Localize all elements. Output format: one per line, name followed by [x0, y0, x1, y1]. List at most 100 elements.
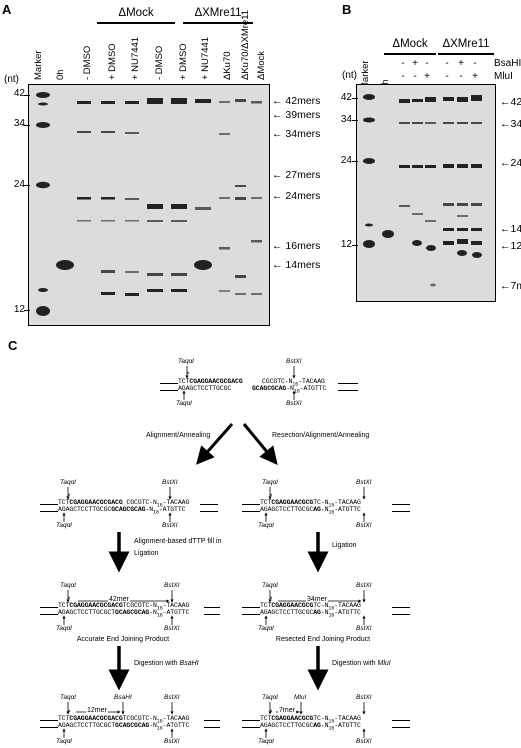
- panel-b-size-24: 24: [340, 155, 352, 166]
- panel-b-group-mock-line: [384, 53, 436, 55]
- dl-bst-bot: BstXI: [164, 738, 180, 745]
- panel-b-tick-12: [352, 245, 358, 246]
- pm-m6: +: [472, 71, 478, 82]
- panel-b-size-12: 12: [340, 239, 352, 250]
- dl-strand-tr: [204, 720, 220, 721]
- dr-strand-tr: [392, 720, 410, 721]
- dr-taq-top: Taqαl: [262, 694, 278, 701]
- pm-m1: -: [401, 71, 405, 82]
- panel-a-product-16: ← 16mers: [272, 240, 321, 252]
- panel-b-label: B: [342, 2, 352, 17]
- top-left-top-strand: [160, 383, 178, 384]
- al-strand-bl: [40, 511, 58, 512]
- step-alignment: Alignment/Annealing: [146, 432, 211, 439]
- panel-a-product-14: ← 14mers: [272, 259, 321, 271]
- pm-b2: +: [412, 58, 418, 69]
- pm-m5: -: [459, 71, 463, 82]
- ll-top-seq: TCTCGAGGAACGCGACGTCGCGTC-N16-TACAAG: [58, 602, 190, 612]
- panel-b-group-xmre11: ΔXMre11: [442, 38, 490, 50]
- ar-top-seq: TCTCGAGGAACGCGTC-N16-TACAAG: [260, 499, 361, 509]
- ll-mer: 42mer: [108, 596, 130, 603]
- panel-a-tick-34: [24, 125, 30, 126]
- dl-strand-tl: [40, 720, 58, 721]
- panel-a-group-mock-line: [97, 22, 175, 24]
- al-strand-tl: [40, 504, 58, 505]
- panel-a-size-24: 24: [13, 179, 25, 190]
- top-right-bot-seq: GCAGCGCAG-N16-ATGTTC: [252, 385, 327, 395]
- panel-a-tick-24: [24, 185, 30, 186]
- top-right-top-strand: [338, 383, 358, 384]
- ar-strand-tr: [392, 504, 410, 505]
- panel-b-group-mock: ΔMock: [392, 38, 428, 50]
- top-left-top-seq: TCTCGAGGAACGCGACG: [178, 378, 243, 385]
- step-fill-in: Alignment-based dTTP fill in: [134, 538, 222, 545]
- dl-bsa-top: BsaHI: [114, 694, 132, 701]
- dl-bot-seq: AGAGCTCCTTGCGCTGCAGCGCAG-N16-ATGTTC: [58, 722, 190, 732]
- al-top-seq: TCTCGAGGAACGCGACG CGCGTC-N16-TACAAG: [58, 499, 190, 509]
- panel-b-product-7: ←7mers: [500, 280, 521, 292]
- ar-taq-bot: Taqαl: [258, 522, 274, 529]
- al-taq-bot: Taqαl: [56, 522, 72, 529]
- ll-strand-br: [204, 614, 220, 615]
- dr-mlu-top: MluI: [294, 694, 307, 701]
- ll-bst-bot: BstXI: [164, 625, 180, 632]
- panel-a-product-42: ← 42mers: [272, 95, 321, 107]
- panel-a-group-mock: ΔMock: [118, 7, 154, 19]
- panel-b-unit: (nt): [342, 70, 357, 81]
- ar-bst-top: BstXI: [356, 479, 372, 486]
- panel-a-product-34: ← 34mers: [272, 128, 321, 140]
- panel-a-size-34: 34: [13, 118, 25, 129]
- step-resection: Resection/Alignment/Annealing: [272, 432, 370, 439]
- panel-a-label: A: [2, 2, 12, 17]
- panel-b-product-42: ←42mers: [500, 96, 521, 108]
- dl-strand-bl: [40, 727, 58, 728]
- lr-strand-bl: [242, 614, 260, 615]
- al-strand-tr: [200, 504, 218, 505]
- panel-a-product-27: ← 27mers: [272, 169, 321, 181]
- panel-a-size-12: 12: [13, 304, 25, 315]
- panel-a-group-xmre11-line: [183, 22, 253, 24]
- panel-b-product-12: ←12mers: [500, 240, 521, 252]
- top-taq-bot: Taqαl: [176, 400, 192, 407]
- panel-b-mlui-label: MluI: [494, 71, 513, 82]
- panel-a-tick-42: [24, 95, 30, 96]
- panel-a-unit: (nt): [4, 74, 19, 85]
- ar-bot-seq: AGAGCTCCTTGCGCAG-N16-ATGTTC: [260, 506, 361, 516]
- lr-bst-top: BstXI: [356, 582, 372, 589]
- lr-mer: 34mer: [306, 596, 328, 603]
- lr-bot-seq: AGAGCTCCTTGCGCAG-N16-ATGTTC: [260, 609, 361, 619]
- al-taq-top: Taqαl: [60, 479, 76, 486]
- ll-strand-tl: [40, 607, 58, 608]
- panel-b-product-14: ←14mers: [500, 223, 521, 235]
- dl-strand-br: [204, 727, 220, 728]
- pm-b6: -: [473, 58, 477, 69]
- top-bst-bot: BstXI: [286, 400, 302, 407]
- lr-taq-top: Taqαl: [262, 582, 278, 589]
- dr-strand-bl: [242, 727, 260, 728]
- top-right-bot-strand: [338, 390, 358, 391]
- dr-strand-br: [392, 727, 410, 728]
- ll-taq-top: Taqαl: [60, 582, 76, 589]
- panel-a-group-xmre11: ΔXMre11: [194, 7, 242, 19]
- panel-b-gel-bands: [363, 94, 482, 287]
- dl-asterisk: *: [67, 710, 72, 718]
- pm-m4: -: [445, 71, 449, 82]
- panel-b-group-xmre11-line: [438, 53, 494, 55]
- panel-b-product-24: ←24mers: [500, 157, 521, 169]
- top-left-bot-seq: AGAGCTCCTTGCGC: [178, 385, 232, 392]
- lr-top-seq: TCTCGAGGAACGCGTC-N16-TACAAG: [260, 602, 361, 612]
- ll-strand-tr: [204, 607, 220, 608]
- ar-taq-top: Taqαl: [262, 479, 278, 486]
- panel-a-gel-bands: [36, 92, 262, 316]
- lr-asterisk: *: [269, 597, 274, 605]
- step-ligation-left: Ligation: [134, 550, 159, 557]
- ar-strand-br: [392, 511, 410, 512]
- pm-m2: -: [413, 71, 417, 82]
- lr-taq-bot: Taqαl: [258, 625, 274, 632]
- dr-top-seq: TCTCGAGGAACGCGTC-N16-TACAAG: [260, 715, 361, 725]
- al-bst-top: BstXI: [162, 479, 178, 486]
- ar-strand-tl: [242, 504, 260, 505]
- pm-m3: +: [424, 71, 430, 82]
- ar-bst-bot: BstXI: [356, 522, 372, 529]
- dr-bst-top: BstXI: [356, 694, 372, 701]
